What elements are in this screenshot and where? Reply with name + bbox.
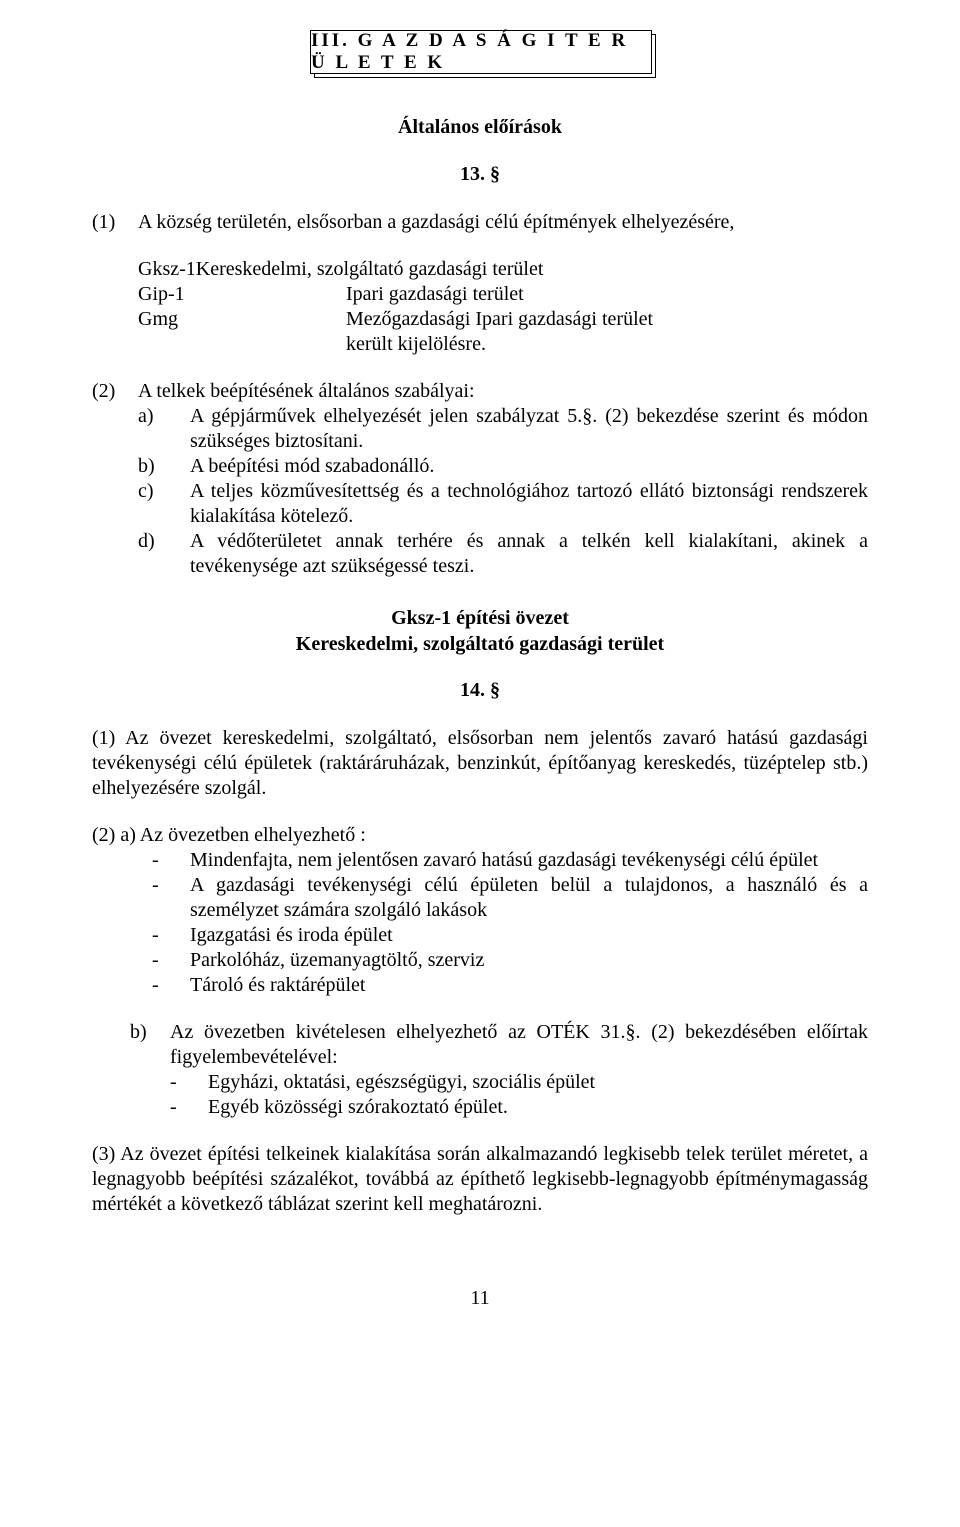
title-box-text: III. G A Z D A S Á G I T E R Ü L E T E K xyxy=(311,30,651,74)
def-key: Gksz-1Kereskedelmi, szolgáltató gazdaság… xyxy=(138,257,543,282)
dash-text: Tároló és raktárépület xyxy=(190,973,868,998)
definition-table: Gksz-1Kereskedelmi, szolgáltató gazdaság… xyxy=(138,257,868,357)
list-item: c) A teljes közművesítettség és a techno… xyxy=(138,479,868,529)
dash-icon: - xyxy=(152,873,190,923)
paragraph-14-2b-text: Az övezetben kivételesen elhelyezhető az… xyxy=(170,1020,868,1070)
list-item-label: d) xyxy=(138,529,190,579)
paragraph-14-2b-list: -Egyházi, oktatási, egészségügyi, szociá… xyxy=(170,1070,868,1120)
zone-heading: Gksz-1 építési övezet Kereskedelmi, szol… xyxy=(92,605,868,657)
def-key: Gip-1 xyxy=(138,282,346,307)
dash-item: -A gazdasági tevékenységi célú épületen … xyxy=(152,873,868,923)
paragraph-1: (1) A község területén, elsősorban a gaz… xyxy=(92,210,868,235)
dash-icon: - xyxy=(170,1070,208,1095)
dash-text: Parkolóház, üzemanyagtöltő, szerviz xyxy=(190,948,868,973)
paragraph-14-2a-lead: (2) a) Az övezetben elhelyezhető : xyxy=(92,823,868,848)
def-row: Gip-1 Ipari gazdasági terület xyxy=(138,282,868,307)
list-item-text: A gépjárművek elhelyezését jelen szabály… xyxy=(190,404,868,454)
paragraph-14-2b-label: b) xyxy=(130,1020,170,1070)
def-row: Gmg Mezőgazdasági Ipari gazdasági terüle… xyxy=(138,307,868,332)
dash-text: Mindenfajta, nem jelentősen zavaró hatás… xyxy=(190,848,868,873)
dash-text: Egyházi, oktatási, egészségügyi, szociál… xyxy=(208,1070,868,1095)
list-item: a) A gépjárművek elhelyezését jelen szab… xyxy=(138,404,868,454)
paragraph-2-list: a) A gépjárművek elhelyezését jelen szab… xyxy=(138,404,868,579)
list-item-text: A védőterületet annak terhére és annak a… xyxy=(190,529,868,579)
def-key: Gmg xyxy=(138,307,346,332)
list-item: b) A beépítési mód szabadonálló. xyxy=(138,454,868,479)
paragraph-14-2b: b) Az övezetben kivételesen elhelyezhető… xyxy=(130,1020,868,1120)
page-number: 11 xyxy=(92,1287,868,1310)
dash-item: -Egyéb közösségi szórakoztató épület. xyxy=(170,1095,868,1120)
paragraph-14-2a-list: -Mindenfajta, nem jelentősen zavaró hatá… xyxy=(152,848,868,998)
list-item-label: a) xyxy=(138,404,190,454)
section-13-number: 13. § xyxy=(92,163,868,186)
list-item-text: A beépítési mód szabadonálló. xyxy=(190,454,868,479)
paragraph-2-num: (2) xyxy=(92,379,138,404)
list-item-text: A teljes közművesítettség és a technológ… xyxy=(190,479,868,529)
paragraph-2-lead: A telkek beépítésének általános szabálya… xyxy=(138,379,868,404)
dash-icon: - xyxy=(152,923,190,948)
dash-item: -Mindenfajta, nem jelentősen zavaró hatá… xyxy=(152,848,868,873)
def-tail-spacer xyxy=(138,332,346,357)
section-14-number: 14. § xyxy=(92,679,868,702)
list-item-label: b) xyxy=(138,454,190,479)
zone-heading-line2: Kereskedelmi, szolgáltató gazdasági terü… xyxy=(92,631,868,657)
dash-icon: - xyxy=(152,973,190,998)
title-box: III. G A Z D A S Á G I T E R Ü L E T E K xyxy=(310,30,652,74)
paragraph-14-1: (1) Az övezet kereskedelmi, szolgáltató,… xyxy=(92,726,868,801)
dash-text: Egyéb közösségi szórakoztató épület. xyxy=(208,1095,868,1120)
paragraph-1-lead: A község területén, elsősorban a gazdasá… xyxy=(138,210,868,235)
def-val: Ipari gazdasági terület xyxy=(346,282,868,307)
paragraph-1-num: (1) xyxy=(92,210,138,235)
list-item: d) A védőterületet annak terhére és anna… xyxy=(138,529,868,579)
def-tail-row: került kijelölésre. xyxy=(138,332,868,357)
paragraph-1-content: A község területén, elsősorban a gazdasá… xyxy=(138,210,868,235)
def-val xyxy=(543,257,868,282)
zone-heading-line1: Gksz-1 építési övezet xyxy=(92,605,868,631)
paragraph-2: (2) A telkek beépítésének általános szab… xyxy=(92,379,868,404)
dash-icon: - xyxy=(170,1095,208,1120)
list-item-label: c) xyxy=(138,479,190,529)
dash-text: Igazgatási és iroda épület xyxy=(190,923,868,948)
dash-text: A gazdasági tevékenységi célú épületen b… xyxy=(190,873,868,923)
paragraph-14-3: (3) Az övezet építési telkeinek kialakít… xyxy=(92,1142,868,1217)
paragraph-14-2b-lead: b) Az övezetben kivételesen elhelyezhető… xyxy=(130,1020,868,1070)
dash-icon: - xyxy=(152,948,190,973)
title-box-wrap: III. G A Z D A S Á G I T E R Ü L E T E K xyxy=(310,30,650,74)
dash-icon: - xyxy=(152,848,190,873)
page: III. G A Z D A S Á G I T E R Ü L E T E K… xyxy=(0,0,960,1527)
subtitle: Általános előírások xyxy=(92,116,868,139)
dash-item: -Parkolóház, üzemanyagtöltő, szerviz xyxy=(152,948,868,973)
dash-item: -Egyházi, oktatási, egészségügyi, szociá… xyxy=(170,1070,868,1095)
def-val: Mezőgazdasági Ipari gazdasági terület xyxy=(346,307,868,332)
dash-item: -Igazgatási és iroda épület xyxy=(152,923,868,948)
dash-item: -Tároló és raktárépület xyxy=(152,973,868,998)
def-tail: került kijelölésre. xyxy=(346,332,868,357)
def-row: Gksz-1Kereskedelmi, szolgáltató gazdaság… xyxy=(138,257,868,282)
